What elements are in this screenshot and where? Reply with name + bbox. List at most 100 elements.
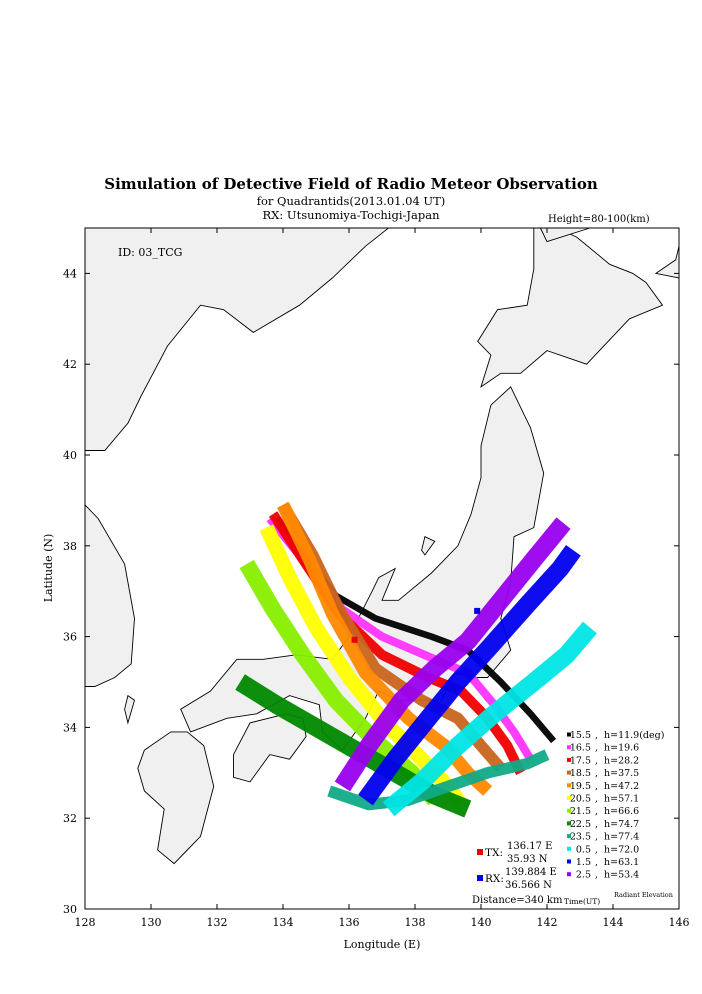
land-hokkaido	[477, 227, 664, 389]
legend-header-elev: Radiant Elevation	[614, 891, 673, 899]
y-tick-label-7: 44	[63, 267, 77, 280]
x-tick-label-5: 138	[405, 916, 426, 929]
series-layer	[235, 501, 597, 818]
y-tick-label-0: 30	[63, 903, 77, 916]
land-korea-south	[84, 503, 135, 687]
legend-elev-10: h=63.1	[604, 857, 639, 868]
legend-swatch-6	[567, 808, 571, 813]
legend-swatch-9	[567, 846, 571, 851]
y-tick-label-6: 42	[63, 358, 77, 371]
legend-time-6: 21.5	[570, 806, 591, 817]
legend-elev-4: h=47.2	[604, 781, 639, 792]
distance-label: Distance=340 km	[472, 895, 563, 906]
legend-swatch-0	[567, 732, 571, 737]
legend-time-9: 0.5	[576, 844, 591, 855]
x-tick-label-8: 144	[603, 916, 624, 929]
legend-elev-7: h=74.7	[604, 819, 639, 830]
y-axis-label: Latitude (N)	[42, 534, 55, 603]
legend-comma-11: ,	[595, 870, 598, 881]
legend-swatch-1	[567, 745, 571, 750]
legend-time-0: 15.5	[570, 730, 591, 741]
legend-elev-0: h=11.9(deg)	[604, 730, 664, 741]
legend-comma-8: ,	[595, 832, 598, 843]
legend-elev-3: h=37.5	[604, 768, 639, 779]
rx-longitude: 139.884 E	[505, 867, 557, 878]
land-sado	[421, 536, 436, 556]
land-korea-peninsula	[84, 227, 390, 451]
legend-swatch-4	[567, 783, 571, 788]
legend-elev-9: h=72.0	[604, 844, 639, 855]
tx-longitude: 136.17 E	[507, 841, 552, 852]
x-tick-label-3: 134	[273, 916, 294, 929]
legend-comma-4: ,	[595, 781, 598, 792]
tx-latitude: 35.93 N	[507, 854, 548, 865]
y-tick-label-5: 40	[63, 449, 77, 462]
rx-location-title: RX: Utsunomiya-Tochigi-Japan	[262, 208, 440, 222]
x-tick-label-7: 142	[537, 916, 558, 929]
chart-subtitle: for Quadrantids(2013.01.04 UT)	[256, 194, 446, 208]
land-kyushu	[137, 731, 215, 865]
axes-layer: 128 130 132 134 136 138 140 142 144 146 30 32 34 36 38…	[63, 227, 690, 929]
legend-time-3: 18.5	[570, 768, 591, 779]
legend-comma-9: ,	[595, 844, 598, 855]
tx-label: TX:	[485, 847, 503, 859]
station-id-label: ID: 03_TCG	[118, 246, 182, 259]
legend-elev-2: h=28.2	[604, 755, 639, 766]
x-axis-label: Longitude (E)	[344, 938, 421, 951]
legend-comma-3: ,	[595, 768, 598, 779]
legend-elev-5: h=57.1	[604, 794, 639, 805]
legend-elev-6: h=66.6	[604, 806, 639, 817]
legend-time-10: 1.5	[576, 857, 591, 868]
chart-title: Simulation of Detective Field of Radio M…	[104, 175, 598, 193]
land-tsushima	[124, 694, 136, 725]
x-tick-label-6: 140	[471, 916, 492, 929]
legend-comma-10: ,	[595, 857, 598, 868]
legend-time-5: 20.5	[570, 794, 591, 805]
legend-elev-1: h=19.6	[604, 743, 639, 754]
rx-legend-swatch	[477, 875, 483, 881]
tx-legend-swatch	[477, 849, 483, 855]
legend-swatch-10	[567, 859, 571, 864]
series-band-4	[277, 502, 493, 796]
series-band-8	[327, 749, 550, 811]
legend-comma-6: ,	[595, 806, 598, 817]
x-tick-label-0: 128	[75, 916, 96, 929]
height-note: Height=80-100(km)	[548, 214, 650, 225]
land-shikoku	[233, 713, 307, 783]
legend-time-7: 22.5	[570, 819, 591, 830]
legend-comma-2: ,	[595, 755, 598, 766]
legend-time-11: 2.5	[576, 870, 591, 881]
plot-border	[84, 227, 680, 910]
legend-header-time: Time(UT)	[564, 897, 600, 906]
x-tick-label-2: 132	[207, 916, 228, 929]
legend-comma-1: ,	[595, 743, 598, 754]
legend-swatch-7	[567, 821, 571, 826]
legend-comma-5: ,	[595, 794, 598, 805]
y-tick-label-1: 32	[63, 812, 77, 825]
legend-time-2: 17.5	[570, 755, 591, 766]
legend-elev-11: h=53.4	[604, 870, 639, 881]
legend-time-8: 23.5	[570, 832, 591, 843]
series-band-10	[358, 544, 581, 806]
legend-swatch-5	[567, 796, 571, 800]
legend-time-1: 16.5	[570, 743, 591, 754]
legend-comma-7: ,	[595, 819, 598, 830]
legend-swatch-11	[567, 872, 571, 877]
legend-swatch-3	[567, 770, 571, 775]
legend-time-4: 19.5	[570, 781, 591, 792]
x-tick-label-1: 130	[141, 916, 162, 929]
x-tick-label-9: 146	[669, 916, 690, 929]
series-band-11	[334, 517, 571, 792]
rx-label: RX:	[485, 873, 504, 885]
y-tick-label-4: 38	[63, 540, 77, 553]
y-tick-label-3: 36	[63, 631, 77, 644]
x-tick-label-4: 136	[339, 916, 360, 929]
legend-swatch-2	[567, 757, 571, 762]
legend-layer: 15.5, h=11.9(deg) 16.5, h=19.6 17.5, h=28.2 18…	[472, 730, 673, 906]
legend-swatch-8	[567, 834, 571, 839]
rx-latitude: 36.566 N	[505, 880, 552, 891]
tx-marker	[351, 636, 358, 643]
legend-elev-8: h=77.4	[604, 832, 639, 843]
series-band-9	[382, 621, 597, 817]
